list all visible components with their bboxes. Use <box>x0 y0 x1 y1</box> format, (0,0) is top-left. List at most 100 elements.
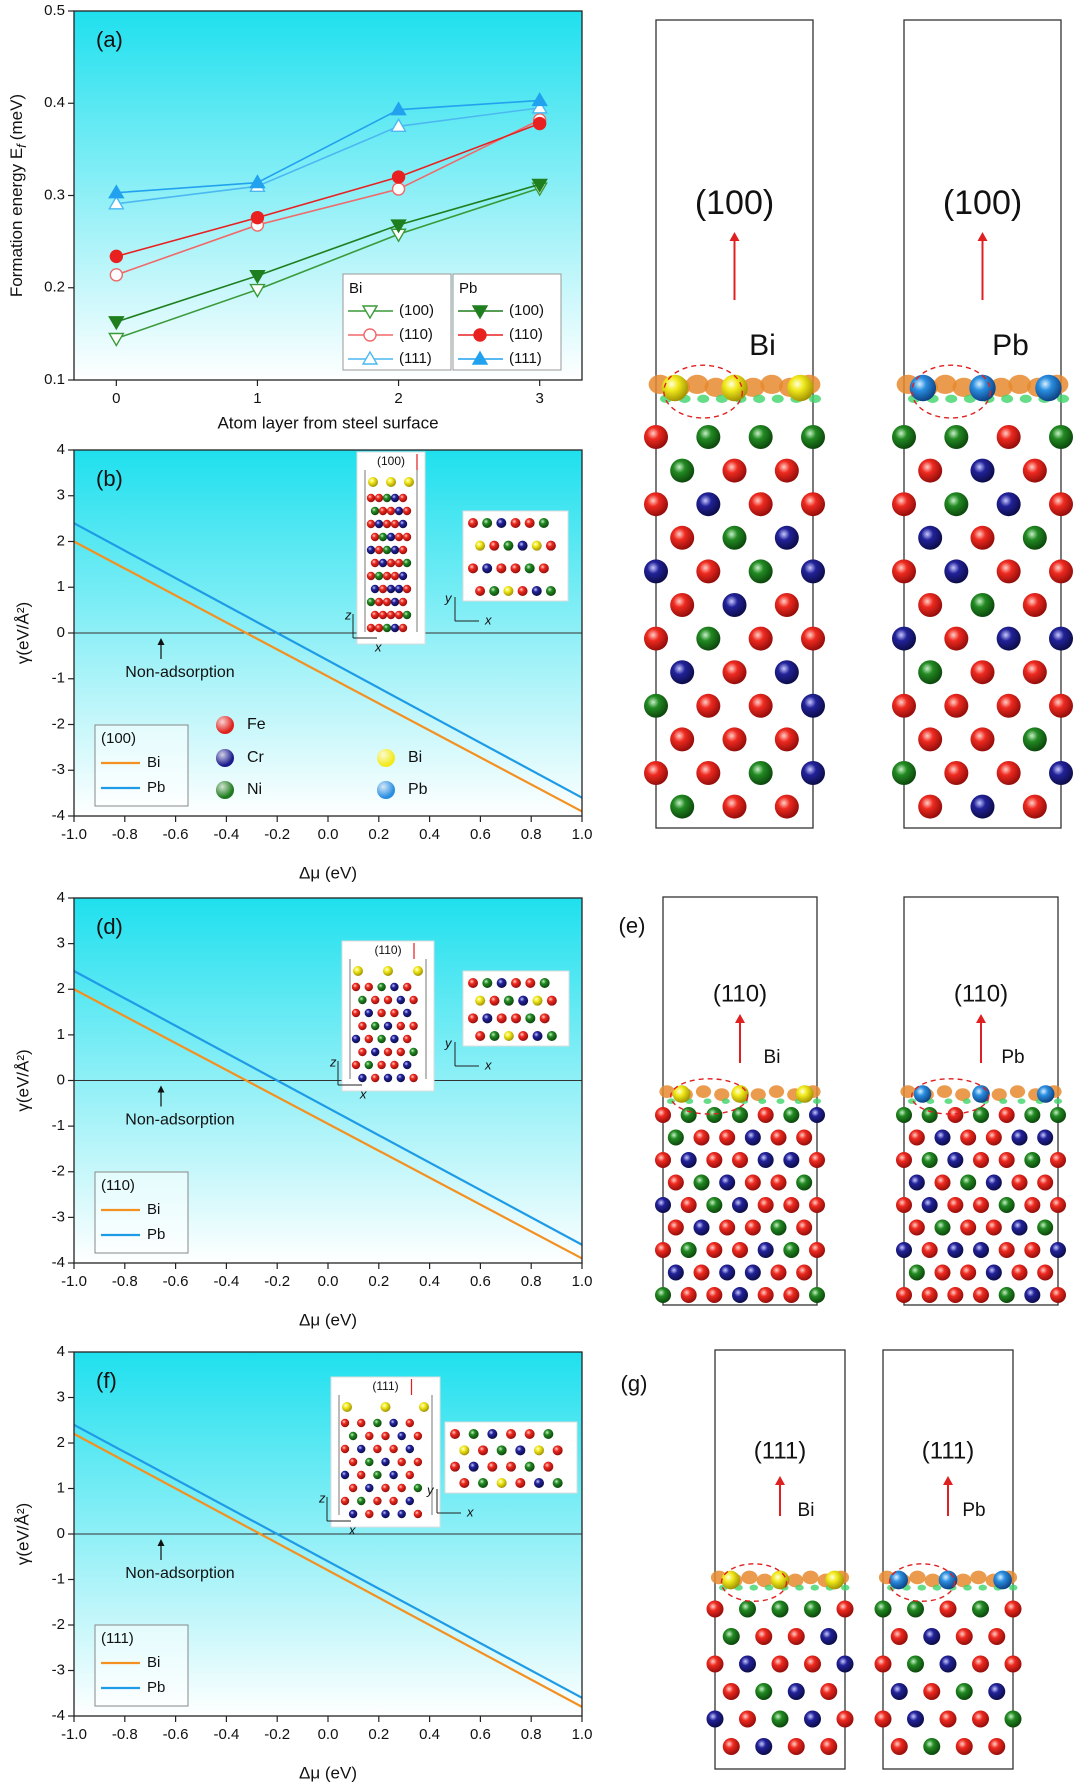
atom <box>510 518 521 528</box>
charge-blob <box>963 1584 972 1591</box>
atom <box>787 1683 805 1700</box>
y-tick-label: 1 <box>57 1479 65 1496</box>
atom <box>706 1710 724 1728</box>
atom <box>382 597 392 607</box>
atom <box>960 1264 977 1281</box>
atom <box>396 1073 405 1083</box>
atom <box>382 493 392 503</box>
atom <box>908 1264 925 1281</box>
atom <box>1022 593 1047 617</box>
charge-blob <box>1019 394 1032 403</box>
panel-label: (d) <box>96 914 123 939</box>
atom <box>955 1628 973 1645</box>
atom <box>524 518 535 528</box>
y-tick-label: -3 <box>52 1208 65 1225</box>
atom <box>680 1242 697 1258</box>
atom <box>383 966 393 976</box>
charge-blob <box>945 394 958 403</box>
atom <box>525 1013 536 1024</box>
atom <box>722 1683 740 1700</box>
atom <box>546 995 557 1006</box>
charge-blob <box>802 1570 819 1585</box>
atom <box>787 374 814 402</box>
atom <box>348 1431 358 1441</box>
atom <box>748 425 773 449</box>
atom <box>1011 1129 1028 1146</box>
marker <box>108 316 125 331</box>
panel-label: (b) <box>96 466 123 491</box>
cell-frame <box>882 1349 1014 1770</box>
atom <box>783 1197 800 1213</box>
atom <box>960 1219 977 1236</box>
atom <box>381 1431 390 1441</box>
atom <box>378 558 388 568</box>
atom <box>364 1060 373 1070</box>
atom <box>351 1008 361 1018</box>
atom <box>365 1431 374 1441</box>
atom <box>365 1483 374 1493</box>
atom <box>413 1457 423 1467</box>
atom <box>405 1418 414 1428</box>
atom <box>365 1457 374 1467</box>
structure-cell <box>644 19 825 829</box>
atom <box>693 1264 710 1281</box>
atom <box>744 1129 761 1146</box>
charge-blob <box>944 1098 953 1104</box>
charge-blob <box>955 1088 971 1101</box>
atom <box>706 1107 723 1123</box>
series-line <box>116 122 540 258</box>
atom <box>644 425 668 449</box>
legend-title: (111) <box>101 1630 134 1647</box>
y-tick-label: 0.1 <box>44 371 65 388</box>
panel-label: (e) <box>619 913 646 938</box>
atom <box>394 506 404 516</box>
atom <box>896 1107 912 1123</box>
highlight-ring <box>911 364 992 419</box>
atom <box>394 584 404 594</box>
atom <box>506 1461 516 1472</box>
series-line <box>73 970 583 1246</box>
atom <box>706 1600 724 1618</box>
series-line <box>116 183 540 323</box>
atom <box>389 1470 398 1480</box>
x-tick-label: -0.4 <box>213 1726 239 1743</box>
atom <box>970 525 995 550</box>
atom <box>744 1174 761 1191</box>
atom <box>482 1013 493 1024</box>
atom <box>947 1242 964 1258</box>
atom <box>670 660 695 685</box>
atom <box>944 761 969 785</box>
atom <box>939 1655 957 1673</box>
atom <box>517 540 528 551</box>
atom <box>506 1429 516 1439</box>
atom <box>383 1073 393 1083</box>
inset <box>337 940 570 1092</box>
atom <box>382 519 392 529</box>
atom <box>944 559 969 584</box>
atom <box>371 995 380 1005</box>
atom <box>774 525 799 550</box>
marker <box>531 92 548 107</box>
atom <box>510 563 521 574</box>
atom-legend-shine <box>216 749 234 767</box>
annotation: Non-adsorption <box>125 1112 234 1129</box>
atom <box>696 761 721 785</box>
atom <box>809 1152 825 1168</box>
atom <box>524 1429 535 1439</box>
plot-frame <box>73 10 583 381</box>
atom <box>944 626 969 651</box>
atom <box>706 1287 723 1303</box>
atom <box>478 1445 488 1456</box>
atom <box>722 794 747 819</box>
atom-legend-label: Pb <box>408 781 428 798</box>
atom <box>511 978 521 988</box>
annotation: Non-adsorption <box>125 1565 234 1582</box>
charge-blob <box>962 1098 971 1104</box>
atom <box>386 584 396 594</box>
atom <box>996 761 1021 785</box>
atom <box>358 1021 367 1031</box>
atom <box>970 660 995 685</box>
atom <box>908 1219 925 1236</box>
y-tick-label: 0 <box>57 624 65 641</box>
atom <box>667 1219 684 1236</box>
